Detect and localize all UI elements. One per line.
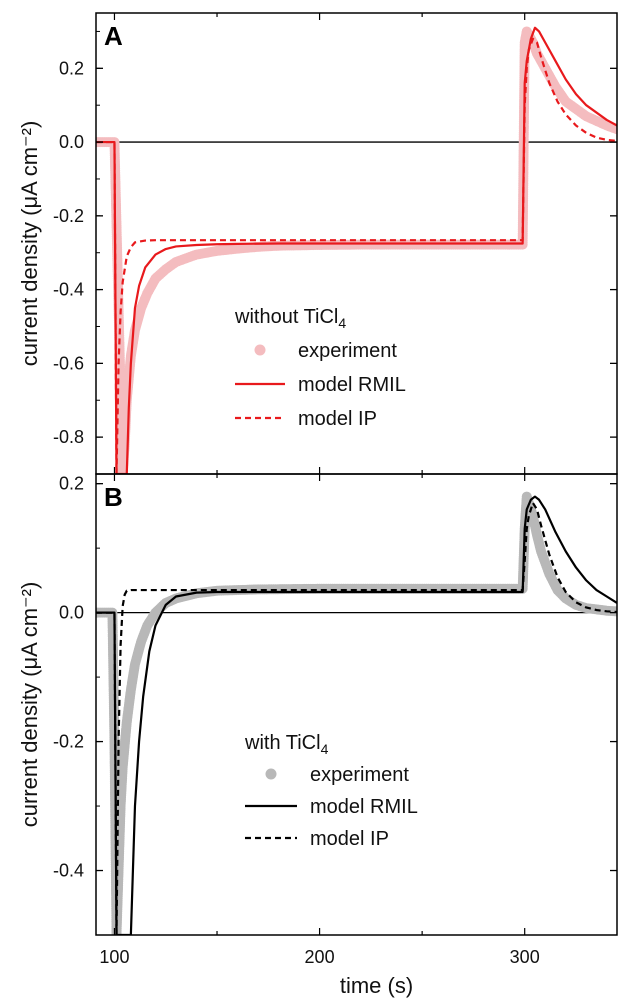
plot-area — [96, 491, 617, 935]
x-tick-label: 200 — [305, 947, 335, 967]
series-model-ip — [96, 501, 617, 935]
y-tick-label: -0.2 — [53, 732, 84, 752]
data-point — [612, 124, 617, 135]
legend-label: model RMIL — [298, 374, 406, 396]
plot-frame — [95, 473, 618, 936]
y-tick-label: -0.6 — [53, 353, 84, 373]
series-model-rmil — [96, 495, 617, 935]
y-tick-label: -0.2 — [53, 206, 84, 226]
legend-swatch — [254, 344, 266, 356]
y-tick-label: 0.0 — [59, 132, 84, 152]
legend-label: model RMIL — [310, 796, 418, 818]
x-axis-title: time (s) — [340, 973, 413, 998]
y-tick-label: 0.2 — [59, 58, 84, 78]
x-tick-label: 300 — [510, 947, 540, 967]
y-axis-title: current density (μA cm⁻²) — [17, 582, 42, 828]
panel-a: 0.2 0.0 -0.2 -0.4 -0.6 -0.8 current density (μ… — [17, 12, 618, 475]
y-tick-label: 0.0 — [59, 603, 84, 623]
data-point — [612, 606, 617, 617]
legend-label: model IP — [298, 408, 377, 430]
series-model-rmil — [96, 26, 617, 474]
legend-label: experiment — [298, 340, 397, 362]
y-tick-label: -0.4 — [53, 280, 84, 300]
y-tick-label: -0.8 — [53, 427, 84, 447]
plot-area — [96, 26, 617, 474]
x-tick-label: 100 — [99, 947, 129, 967]
legend-label: model IP — [310, 828, 389, 850]
panel-letter: A — [104, 21, 123, 51]
legend-label: experiment — [310, 764, 409, 786]
legend: without TiCl4 experiment model RMIL model I… — [234, 306, 406, 430]
y-tick-label: -0.4 — [53, 861, 84, 881]
legend-title: without TiCl4 — [234, 306, 346, 331]
series-model-ip — [96, 37, 617, 474]
legend-swatch — [265, 768, 277, 780]
panel-letter: B — [104, 482, 123, 512]
y-axis-title: current density (μA cm⁻²) — [17, 121, 42, 367]
legend: with TiCl4 experiment model RMIL model IP — [244, 732, 418, 850]
y-tick-label: 0.2 — [59, 474, 84, 494]
panel-b: 0.2 0.0 -0.2 -0.4 100 200 300 time (s) current d… — [17, 473, 618, 998]
legend-title: with TiCl4 — [244, 732, 329, 757]
series-experiment — [96, 491, 617, 935]
